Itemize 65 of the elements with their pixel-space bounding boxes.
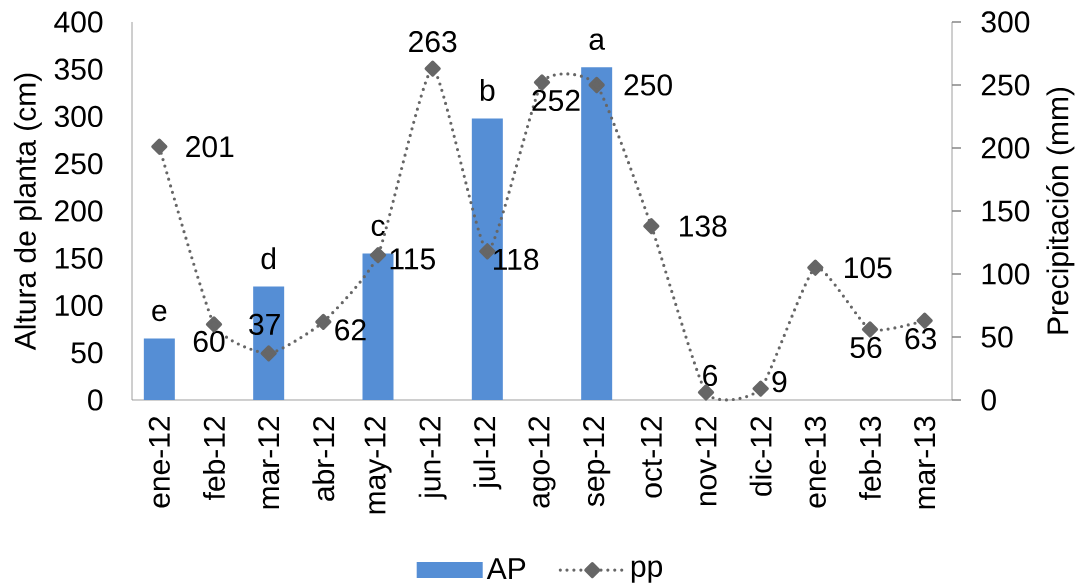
x-tick-label: jun-12 [418, 416, 447, 500]
point [424, 60, 441, 77]
x-tick-label: ene-13 [804, 416, 826, 508]
x-tick-label: ago-12 [528, 416, 556, 508]
y2-tick-label: 300 [981, 11, 1030, 33]
point [643, 218, 660, 235]
data-label: 263 [409, 30, 457, 53]
x-tick-label: mar-13 [914, 416, 936, 509]
y-tick-label: 50 [71, 342, 103, 364]
point [807, 259, 824, 276]
x-tick-label: feb-13 [858, 416, 881, 501]
point [752, 380, 769, 397]
data-label: 138 [680, 215, 727, 237]
x-tick-label: may-12 [364, 416, 392, 514]
y2-tick-label: 50 [981, 326, 1013, 348]
data-label: 9 [772, 371, 787, 393]
data-label: a [589, 33, 606, 50]
x-tick-label: mar-12 [258, 416, 280, 509]
bar [581, 67, 613, 400]
data-label: b [480, 78, 495, 101]
y2-axis-title: Precipitación (mm) [1046, 87, 1075, 334]
point [369, 246, 387, 264]
data-label: c [371, 219, 385, 237]
point [151, 138, 168, 155]
data-label: 201 [186, 136, 234, 158]
x-tick-label: sep-12 [583, 416, 611, 507]
data-label: 250 [624, 74, 672, 96]
data-label: d [261, 247, 276, 270]
y-tick-label: 0 [88, 389, 103, 411]
x-tick-label: feb-12 [202, 416, 226, 501]
data-label: 6 [703, 364, 718, 387]
y-tick-label: 250 [55, 153, 103, 175]
y-tick-label: 150 [55, 247, 103, 269]
data-label: 63 [905, 328, 937, 350]
y-tick-label: 300 [54, 105, 103, 128]
y2-tick-label: 200 [981, 137, 1030, 159]
legend-label: pp [631, 560, 663, 583]
y2-tick-label: 150 [982, 200, 1030, 222]
point [916, 312, 933, 329]
y2-tick-label: 100 [982, 263, 1030, 285]
y-tick-label: 100 [55, 294, 103, 317]
point [479, 243, 496, 260]
legend-label: AP [486, 558, 526, 579]
bar [143, 338, 175, 400]
data-label: 60 [193, 330, 225, 353]
y-axis-title: Altura de planta (cm) [13, 73, 42, 351]
x-tick-label: jul-12 [473, 416, 502, 490]
x-tick-label: ene-12 [148, 416, 170, 508]
x-tick-label: oct-12 [640, 416, 662, 498]
point [315, 313, 332, 330]
y-tick-label: 350 [54, 58, 103, 80]
data-label: e [152, 304, 167, 322]
point [260, 345, 277, 362]
point [588, 76, 605, 94]
data-label: 56 [850, 336, 882, 359]
y2-tick-label: 250 [981, 74, 1030, 96]
y2-tick-label: 0 [981, 389, 996, 411]
data-label: 105 [845, 257, 892, 279]
x-tick-label: abr-12 [312, 416, 335, 501]
x-tick-label: dic-12 [749, 416, 772, 496]
data-label: 252 [532, 89, 580, 112]
x-tick-label: nov-12 [695, 416, 717, 506]
y-tick-label: 400 [54, 11, 103, 33]
y-tick-label: 200 [55, 200, 103, 222]
point [697, 384, 715, 401]
